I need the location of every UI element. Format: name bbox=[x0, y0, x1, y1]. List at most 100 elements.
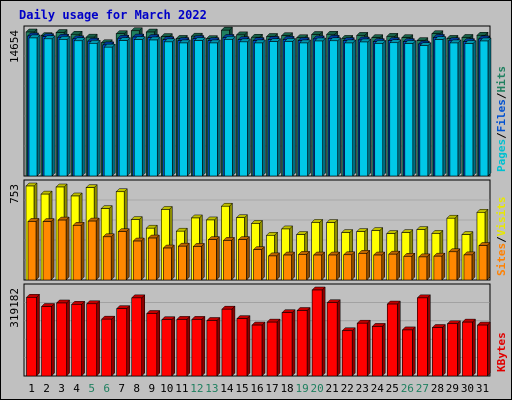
bar-kbytes-day-21 bbox=[326, 299, 341, 377]
x-tick-label: 18 bbox=[280, 382, 293, 395]
bar-pages-day-12 bbox=[193, 36, 206, 177]
bar-pages-day-2 bbox=[43, 35, 56, 177]
x-tick-label: 31 bbox=[476, 382, 489, 395]
bar-pages-day-20 bbox=[314, 37, 327, 177]
bar-sites-day-12 bbox=[192, 242, 205, 281]
bar-pages-day-29 bbox=[449, 39, 462, 177]
bar-sites-day-25 bbox=[388, 250, 401, 281]
x-tick-label: 26 bbox=[401, 382, 414, 395]
bar-sites-day-17 bbox=[267, 252, 281, 281]
bar-pages-day-24 bbox=[374, 39, 387, 177]
x-tick-label: 30 bbox=[461, 382, 474, 395]
x-tick-label: 22 bbox=[341, 382, 354, 395]
bar-kbytes-day-28 bbox=[431, 323, 446, 377]
bar-sites-day-28 bbox=[433, 252, 446, 281]
bar-sites-day-22 bbox=[343, 251, 356, 281]
bar-kbytes-day-24 bbox=[371, 322, 386, 377]
bar-sites-day-6 bbox=[102, 233, 115, 281]
bar-kbytes-day-2 bbox=[40, 302, 56, 377]
y-max-label-bottom: 319182 bbox=[8, 288, 21, 328]
legend-part: KBytes bbox=[495, 332, 508, 372]
bar-kbytes-day-25 bbox=[386, 300, 401, 377]
bar-kbytes-day-3 bbox=[55, 299, 71, 377]
bar-kbytes-day-31 bbox=[476, 321, 492, 377]
x-tick-label: 23 bbox=[356, 382, 369, 395]
bar-pages-day-13 bbox=[208, 39, 221, 177]
bar-kbytes-day-6 bbox=[101, 315, 116, 377]
bar-pages-day-19 bbox=[298, 39, 312, 177]
legend-part: Files bbox=[495, 99, 508, 132]
bar-pages-day-18 bbox=[283, 37, 297, 177]
chart-title: Daily usage for March 2022 bbox=[19, 8, 207, 22]
bar-sites-day-30 bbox=[463, 251, 476, 281]
bar-kbytes-day-12 bbox=[191, 315, 206, 377]
bar-sites-day-23 bbox=[358, 249, 371, 281]
bar-pages-day-23 bbox=[359, 38, 372, 177]
x-tick-label: 29 bbox=[446, 382, 459, 395]
x-tick-label: 28 bbox=[431, 382, 444, 395]
bar-sites-day-2 bbox=[42, 217, 55, 281]
bar-pages-day-3 bbox=[58, 35, 71, 177]
bar-kbytes-day-16 bbox=[251, 321, 266, 377]
x-tick-label: 20 bbox=[311, 382, 324, 395]
bar-sites-day-1 bbox=[27, 217, 40, 281]
bar-kbytes-day-17 bbox=[266, 318, 281, 377]
bar-kbytes-day-1 bbox=[25, 293, 41, 377]
bar-sites-day-10 bbox=[162, 244, 175, 281]
bar-pages-day-11 bbox=[178, 39, 191, 177]
bar-sites-day-4 bbox=[72, 221, 85, 281]
bar-pages-day-17 bbox=[268, 38, 282, 177]
bar-pages-day-10 bbox=[163, 38, 176, 177]
legend-part: Sites bbox=[495, 243, 508, 276]
x-tick-label: 12 bbox=[190, 382, 203, 395]
bar-pages-day-7 bbox=[118, 36, 131, 177]
bar-pages-day-26 bbox=[404, 39, 417, 177]
legend-part: Hits bbox=[495, 66, 508, 93]
x-tick-label: 8 bbox=[133, 382, 140, 395]
x-tick-label: 16 bbox=[250, 382, 263, 395]
bar-sites-day-15 bbox=[237, 236, 251, 281]
x-tick-label: 9 bbox=[148, 382, 155, 395]
bar-kbytes-day-30 bbox=[461, 318, 477, 377]
bar-kbytes-day-5 bbox=[86, 300, 101, 377]
bar-kbytes-day-7 bbox=[116, 305, 131, 377]
x-tick-label: 14 bbox=[220, 382, 234, 395]
bar-pages-day-30 bbox=[464, 39, 477, 177]
bar-kbytes-day-4 bbox=[70, 300, 86, 377]
bar-sites-day-31 bbox=[478, 241, 491, 281]
bar-pages-day-8 bbox=[133, 36, 146, 177]
x-tick-label: 25 bbox=[386, 382, 399, 395]
x-tick-label: 27 bbox=[416, 382, 429, 395]
bar-kbytes-day-18 bbox=[281, 309, 296, 377]
x-tick-label: 7 bbox=[118, 382, 125, 395]
bar-sites-day-7 bbox=[117, 228, 130, 281]
bar-sites-day-5 bbox=[87, 217, 100, 281]
bar-kbytes-day-29 bbox=[446, 320, 462, 377]
bar-sites-day-24 bbox=[373, 251, 386, 281]
x-tick-label: 19 bbox=[295, 382, 308, 395]
legend-bottom: KBytes bbox=[495, 332, 508, 372]
bar-pages-day-14 bbox=[223, 35, 237, 177]
bar-kbytes-day-8 bbox=[131, 294, 146, 377]
x-tick-label: 1 bbox=[28, 382, 35, 395]
bar-sites-day-16 bbox=[252, 246, 266, 281]
bar-kbytes-day-11 bbox=[176, 315, 191, 377]
y-max-label-middle: 753 bbox=[8, 184, 21, 204]
bar-sites-day-19 bbox=[297, 250, 311, 281]
legend-middle: Sites/Visits bbox=[495, 197, 508, 277]
bar-pages-day-16 bbox=[253, 39, 267, 177]
bar-kbytes-day-15 bbox=[236, 315, 251, 377]
legend-part: Pages bbox=[495, 139, 508, 172]
bar-sites-day-8 bbox=[132, 237, 145, 281]
x-tick-label: 24 bbox=[371, 382, 385, 395]
bar-sites-day-14 bbox=[222, 236, 236, 281]
x-tick-label: 21 bbox=[326, 382, 339, 395]
bar-pages-day-31 bbox=[479, 37, 492, 177]
bar-sites-day-26 bbox=[403, 252, 416, 281]
legend-part: / bbox=[495, 92, 508, 99]
legend-part: / bbox=[495, 132, 508, 139]
x-tick-label: 3 bbox=[58, 382, 65, 395]
x-tick-label: 15 bbox=[235, 382, 248, 395]
x-tick-label: 2 bbox=[43, 382, 50, 395]
